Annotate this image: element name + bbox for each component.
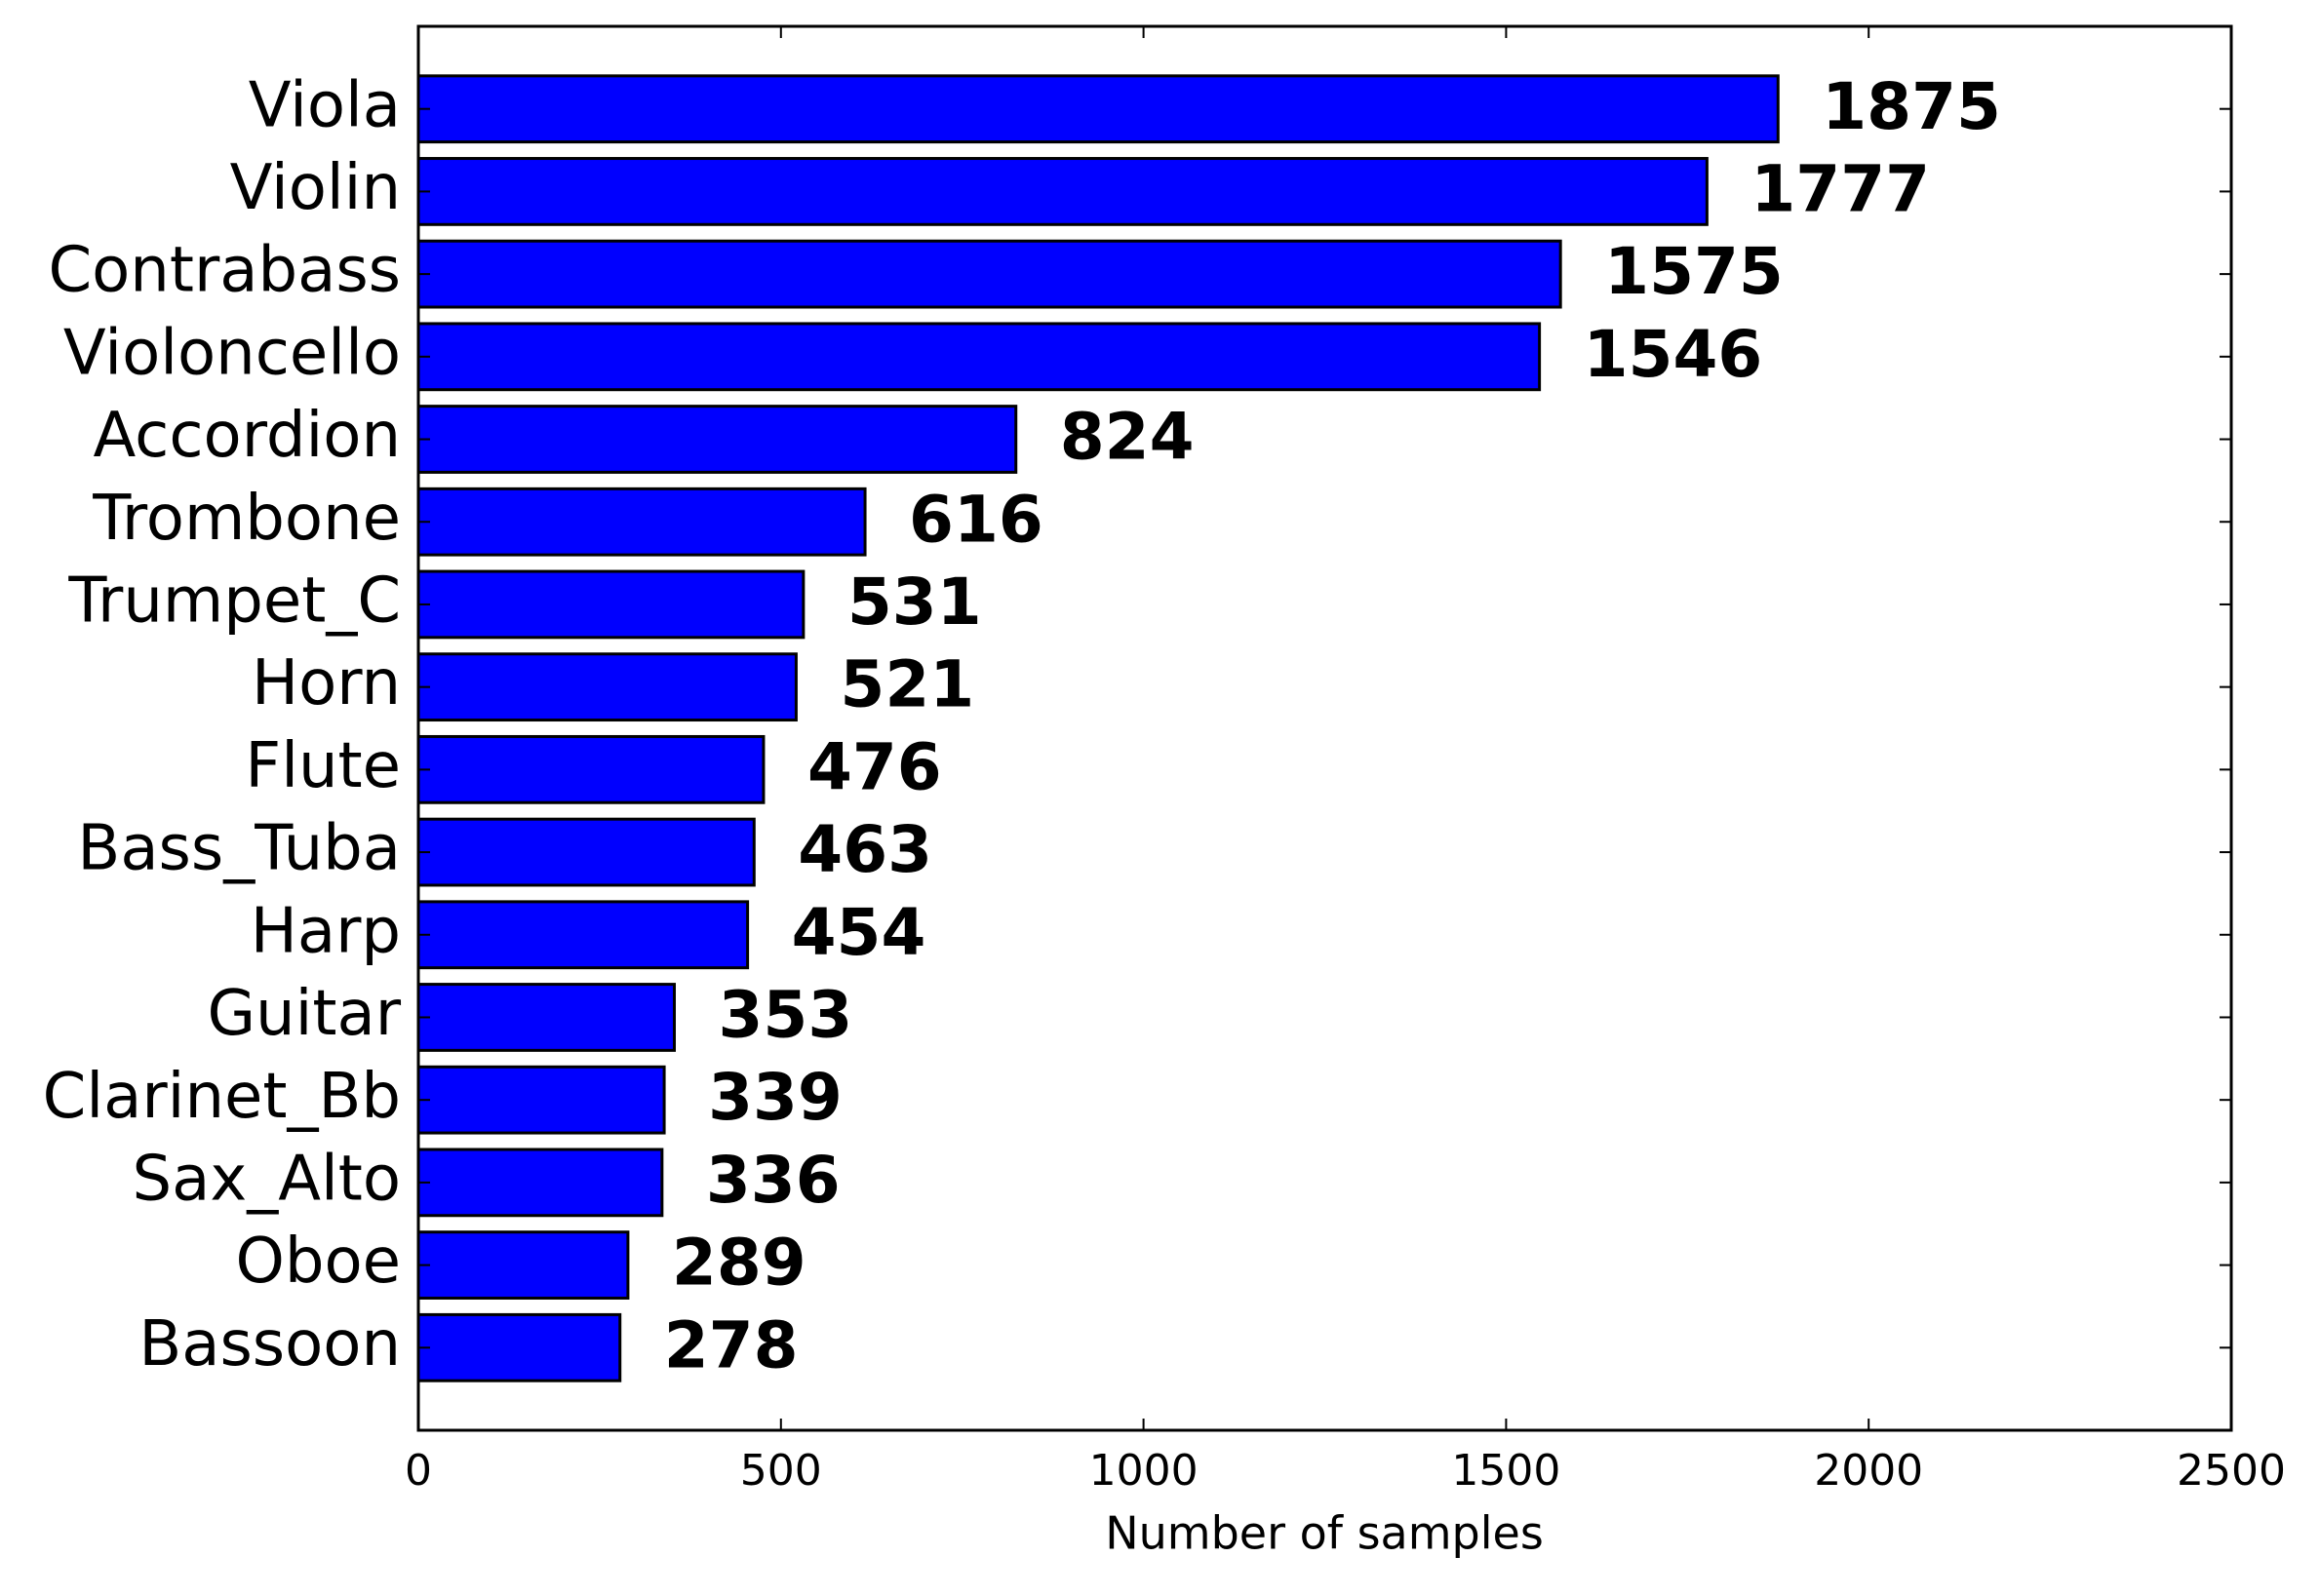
x-tick-label: 0 <box>405 1446 432 1496</box>
bar <box>416 734 766 804</box>
bar <box>416 157 1709 226</box>
y-tick-label: Guitar <box>207 978 401 1050</box>
y-tick-label: Oboe <box>235 1226 401 1298</box>
value-label: 1575 <box>1604 234 1784 309</box>
bar <box>416 1230 630 1300</box>
y-tick-label: Harp <box>251 895 401 967</box>
x-axis-label: Number of samples <box>1105 1507 1544 1560</box>
bar <box>416 322 1542 392</box>
x-tick-label: 500 <box>740 1446 822 1496</box>
x-tick-label: 1000 <box>1089 1446 1199 1496</box>
value-label: 616 <box>909 482 1043 557</box>
value-label: 353 <box>718 978 852 1053</box>
bar <box>416 1312 622 1382</box>
value-label: 531 <box>847 564 982 640</box>
bar <box>416 652 798 722</box>
y-tick-label: Trombone <box>92 483 401 555</box>
value-label: 1777 <box>1750 151 1930 226</box>
value-label: 463 <box>798 812 932 887</box>
value-label: 278 <box>664 1307 799 1382</box>
x-tick-label: 1500 <box>1451 1446 1560 1496</box>
bar <box>416 900 750 970</box>
x-tick-label: 2000 <box>1814 1446 1923 1496</box>
value-label: 1546 <box>1584 317 1763 392</box>
y-tick-label: Viola <box>249 69 401 141</box>
y-tick-label: Violin <box>230 152 401 224</box>
value-label: 339 <box>708 1060 843 1135</box>
plot-frame <box>416 24 2233 1432</box>
bar <box>416 817 756 887</box>
y-tick-label: Contrabass <box>48 235 401 307</box>
bar <box>416 74 1780 144</box>
value-label: 521 <box>840 647 974 722</box>
value-label: 476 <box>807 729 942 804</box>
bar <box>416 239 1562 309</box>
bar <box>416 569 806 640</box>
bar <box>416 1065 666 1135</box>
y-tick-label: Horn <box>252 647 401 720</box>
y-tick-label: Bass_Tuba <box>77 813 401 885</box>
bar <box>416 487 867 557</box>
y-tick-label: Flute <box>245 730 401 802</box>
y-tick-label: Violoncello <box>63 317 401 389</box>
bar <box>416 405 1018 474</box>
y-tick-label: Clarinet_Bb <box>43 1061 401 1133</box>
y-tick-label: Trumpet_C <box>67 565 401 638</box>
value-label: 336 <box>706 1143 841 1218</box>
x-tick-label: 2500 <box>2177 1446 2286 1496</box>
value-label: 824 <box>1060 400 1195 475</box>
bar <box>416 983 676 1052</box>
value-label: 454 <box>792 895 926 970</box>
value-label: 1875 <box>1822 69 2001 144</box>
y-tick-label: Accordion <box>94 400 402 472</box>
bar <box>416 1148 664 1218</box>
y-tick-label: Bassoon <box>138 1308 401 1381</box>
y-tick-label: Sax_Alto <box>132 1143 401 1215</box>
value-label: 289 <box>672 1226 806 1301</box>
